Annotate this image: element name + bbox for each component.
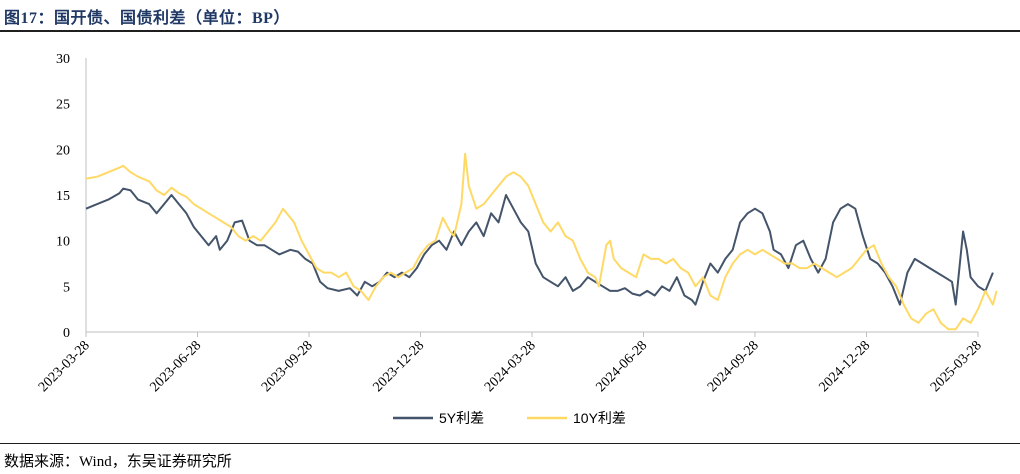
x-tick-label: 2024-03-28 bbox=[482, 338, 539, 395]
x-axis: 2023-03-28 2023-06-28 2023-09-28 2023-12-28… bbox=[36, 331, 985, 395]
series-line-10y bbox=[85, 152, 998, 331]
y-tick-label: 10 bbox=[56, 235, 70, 250]
series-line-5y bbox=[85, 187, 994, 306]
legend: 5Y利差 10Y利差 bbox=[393, 410, 626, 426]
bottom-rule bbox=[0, 443, 1020, 444]
legend-label: 10Y利差 bbox=[573, 410, 626, 426]
source-note: 数据来源：Wind，东吴证券研究所 bbox=[4, 454, 232, 470]
y-tick-label: 5 bbox=[63, 280, 70, 295]
top-rule bbox=[0, 30, 1020, 32]
y-tick-label: 0 bbox=[63, 326, 70, 341]
legend-label: 5Y利差 bbox=[439, 410, 484, 426]
y-tick-label: 30 bbox=[56, 52, 70, 67]
y-tick-label: 20 bbox=[56, 143, 70, 158]
x-tick-label: 2023-12-28 bbox=[371, 338, 428, 395]
y-tick-label: 25 bbox=[56, 98, 70, 113]
x-tick-label: 2023-06-28 bbox=[148, 338, 205, 395]
x-tick-label: 2023-03-28 bbox=[36, 338, 93, 395]
x-tick-label: 2024-09-28 bbox=[705, 338, 762, 395]
y-axis: 0 5 10 15 20 25 30 bbox=[56, 52, 87, 341]
x-tick-label: 2024-12-28 bbox=[817, 338, 874, 395]
x-tick-label: 2025-03-28 bbox=[928, 338, 985, 395]
x-tick-label: 2023-09-28 bbox=[259, 338, 316, 395]
figure-title: 图17：国开债、国债利差（单位：BP） bbox=[4, 10, 290, 27]
series-layer bbox=[85, 152, 998, 331]
x-tick-label: 2024-06-28 bbox=[594, 338, 651, 395]
y-tick-label: 15 bbox=[56, 189, 70, 204]
